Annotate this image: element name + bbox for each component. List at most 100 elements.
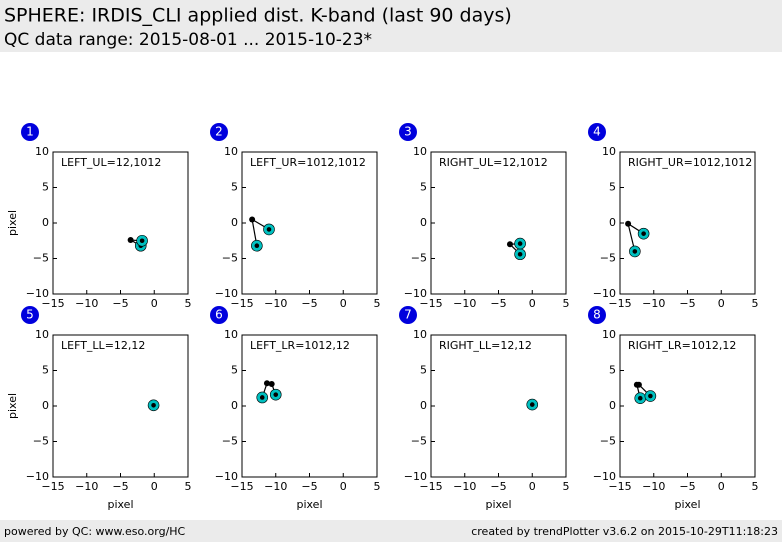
y-tick-label: −5 <box>222 252 238 265</box>
x-tick-label: 0 <box>718 480 725 493</box>
x-tick-label: −15 <box>608 297 631 310</box>
point <box>625 220 632 227</box>
footer-left: powered by QC: www.eso.org/HC <box>4 525 186 538</box>
x-tick-label: −10 <box>75 297 98 310</box>
subtitle: QC data range: 2015-08-01 ... 2015-10-23… <box>4 30 372 50</box>
x-tick-label: −5 <box>301 480 317 493</box>
y-tick-label: −5 <box>411 435 427 448</box>
header-band <box>0 0 782 52</box>
y-tick-label: 10 <box>413 145 427 158</box>
plot-frame <box>52 151 189 295</box>
point <box>249 216 256 223</box>
y-tick-label: 0 <box>231 399 238 412</box>
badge-label: 7 <box>404 308 412 322</box>
x-tick-label: 0 <box>718 297 725 310</box>
y-tick-label: 0 <box>609 216 616 229</box>
y-tick-label: 5 <box>420 181 427 194</box>
annotation: RIGHT_UL=12,1012 <box>439 156 548 169</box>
y-tick-label: −10 <box>404 287 427 300</box>
y-axis-label: pixel <box>6 210 19 236</box>
badge-label: 6 <box>215 308 223 322</box>
plot-frame <box>430 334 567 478</box>
badge-label: 4 <box>593 125 601 139</box>
badge <box>21 123 39 141</box>
y-tick-label: −10 <box>26 287 49 300</box>
point-center <box>259 395 265 400</box>
x-axis-label: pixel <box>107 498 133 511</box>
y-tick-label: 0 <box>609 399 616 412</box>
x-tick-label: 0 <box>529 297 536 310</box>
y-axis-label: pixel <box>6 393 19 419</box>
annotation: LEFT_UL=12,1012 <box>61 156 161 169</box>
badge-label: 8 <box>593 308 601 322</box>
point-center <box>273 392 279 397</box>
y-tick-label: 5 <box>609 364 616 377</box>
y-tick-label: 5 <box>42 181 49 194</box>
x-tick-label: 0 <box>340 480 347 493</box>
x-tick-label: −5 <box>112 297 128 310</box>
badge <box>399 306 417 324</box>
y-tick-label: 5 <box>231 364 238 377</box>
plot-frame <box>241 334 378 478</box>
y-tick-label: 0 <box>42 399 49 412</box>
x-tick-label: −15 <box>41 297 64 310</box>
point <box>268 380 275 387</box>
x-tick-label: −5 <box>490 297 506 310</box>
badge <box>399 123 417 141</box>
plot-frame <box>52 334 189 478</box>
annotation: RIGHT_LL=12,12 <box>439 339 532 352</box>
badge <box>588 123 606 141</box>
annotation: RIGHT_UR=1012,1012 <box>628 156 752 169</box>
point <box>263 380 270 387</box>
badge <box>588 306 606 324</box>
x-tick-label: 0 <box>151 480 158 493</box>
y-tick-label: 10 <box>35 328 49 341</box>
x-tick-label: −5 <box>679 297 695 310</box>
x-tick-label: 5 <box>374 480 381 493</box>
y-tick-label: −10 <box>215 287 238 300</box>
point <box>635 381 642 388</box>
point <box>506 241 513 248</box>
x-tick-label: −10 <box>642 480 665 493</box>
x-tick-label: 5 <box>563 297 570 310</box>
x-tick-label: −10 <box>453 480 476 493</box>
x-tick-label: −15 <box>230 480 253 493</box>
x-tick-label: 5 <box>185 480 192 493</box>
y-tick-label: −5 <box>33 435 49 448</box>
y-tick-label: 10 <box>602 145 616 158</box>
x-tick-label: −10 <box>264 297 287 310</box>
y-tick-label: 10 <box>602 328 616 341</box>
y-tick-label: −5 <box>600 435 616 448</box>
x-tick-label: −5 <box>112 480 128 493</box>
y-tick-label: 5 <box>42 364 49 377</box>
point-center <box>139 238 145 244</box>
point-center <box>648 393 653 399</box>
x-tick-label: 0 <box>529 480 536 493</box>
y-tick-label: 0 <box>42 216 49 229</box>
x-tick-label: 5 <box>752 480 759 493</box>
y-tick-label: 10 <box>224 328 238 341</box>
x-tick-label: −15 <box>419 480 442 493</box>
y-tick-label: −10 <box>26 470 49 483</box>
annotation: RIGHT_LR=1012,12 <box>628 339 736 352</box>
x-tick-label: 0 <box>151 297 158 310</box>
x-tick-label: −5 <box>679 480 695 493</box>
title: SPHERE: IRDIS_CLI applied dist. K-band (… <box>4 5 512 27</box>
point-center <box>266 227 272 232</box>
y-tick-label: 5 <box>609 181 616 194</box>
x-axis-label: pixel <box>674 498 700 511</box>
footer-band <box>0 520 782 542</box>
annotation: LEFT_LL=12,12 <box>61 339 145 352</box>
badge <box>210 123 228 141</box>
y-tick-label: 10 <box>413 328 427 341</box>
y-tick-label: 0 <box>231 216 238 229</box>
plot-frame <box>430 151 567 295</box>
badge-label: 2 <box>215 125 223 139</box>
point-center <box>151 402 156 408</box>
plot-frame <box>619 334 756 478</box>
plot-frame <box>619 151 756 295</box>
point-center <box>641 231 646 236</box>
y-tick-label: 5 <box>231 181 238 194</box>
